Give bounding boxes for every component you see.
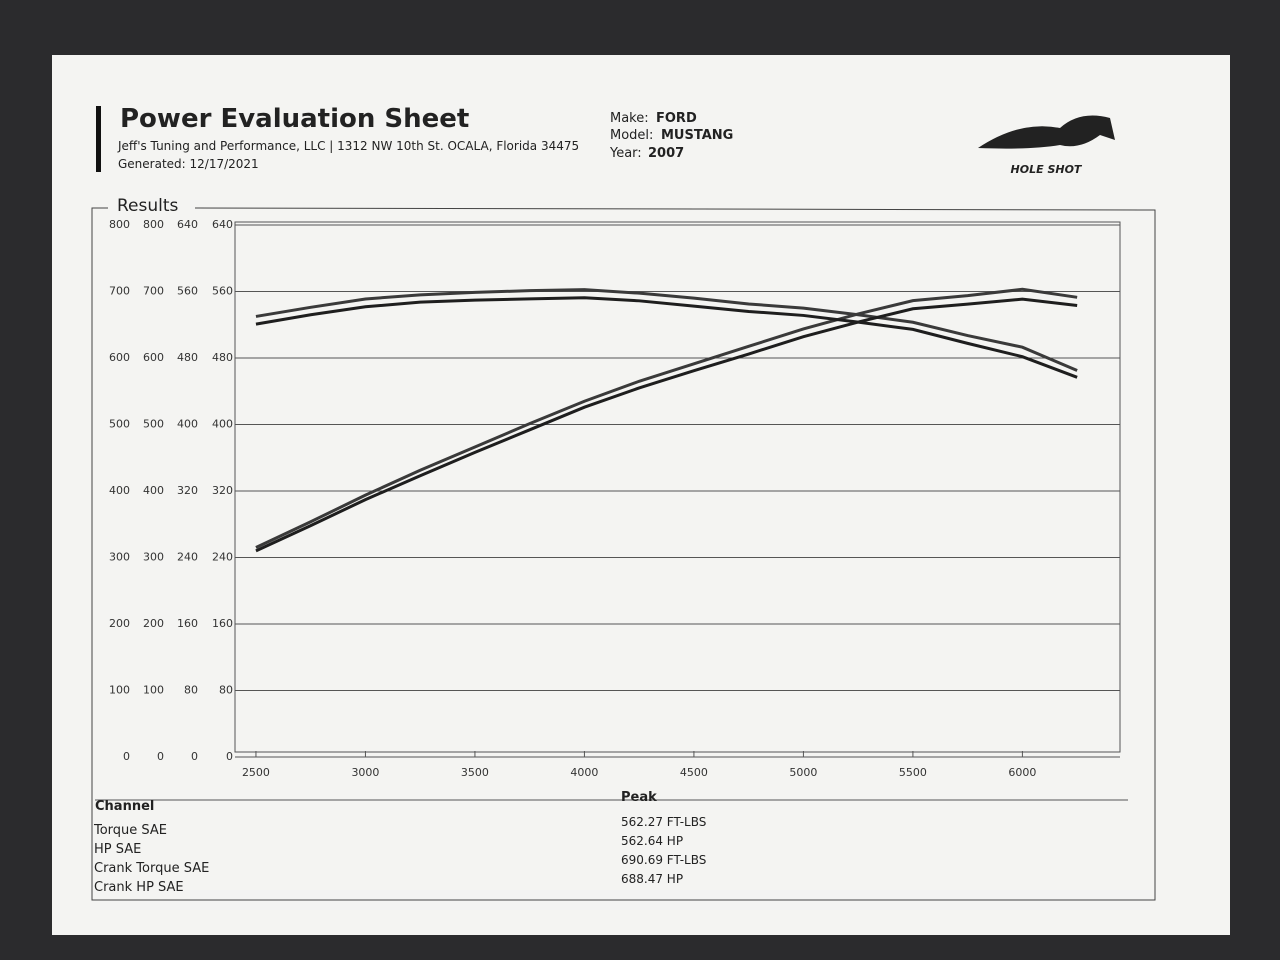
y-tick-label: 800 — [109, 218, 130, 231]
series-line — [255, 288, 1078, 372]
y-tick-label: 0 — [157, 750, 164, 763]
y-tick-label: 700 — [143, 285, 164, 298]
year: 2007 — [648, 146, 684, 161]
y2-tick-label: 400 — [212, 418, 233, 431]
y-tick-label: 300 — [143, 551, 164, 564]
y-tick-label: 500 — [143, 418, 164, 431]
model-label: Model: — [610, 128, 653, 143]
peak-value: 562.27 FT-LBS — [621, 815, 706, 829]
channel-name: HP SAE — [94, 842, 141, 857]
series-line — [255, 296, 1078, 379]
y2-tick-label: 480 — [177, 351, 198, 364]
peak-value: 562.64 HP — [621, 834, 683, 848]
x-tick-label: 6000 — [1008, 766, 1036, 779]
model: MUSTANG — [661, 128, 733, 143]
y2-tick-label: 480 — [212, 351, 233, 364]
channel-name: Crank Torque SAE — [94, 861, 209, 876]
y2-tick-label: 560 — [212, 285, 233, 298]
y2-tick-label: 320 — [177, 484, 198, 497]
y-tick-label: 400 — [143, 484, 164, 497]
generated: Generated: 12/17/2021 — [118, 157, 259, 171]
title-bar — [96, 106, 101, 172]
y-tick-label: 500 — [109, 418, 130, 431]
y-tick-label: 100 — [143, 684, 164, 697]
x-tick-label: 5500 — [899, 766, 927, 779]
series-line — [255, 297, 1078, 553]
x-tick-label: 2500 — [242, 766, 270, 779]
results-frame — [91, 207, 1156, 901]
y-tick-label: 700 — [109, 285, 130, 298]
y-tick-label: 600 — [143, 351, 164, 364]
y2-tick-label: 240 — [177, 551, 198, 564]
channel-name: Crank HP SAE — [94, 880, 184, 895]
y-tick-label: 300 — [109, 551, 130, 564]
y-tick-label: 400 — [109, 484, 130, 497]
y-tick-label: 600 — [109, 351, 130, 364]
peak-value: 688.47 HP — [621, 872, 683, 886]
y2-tick-label: 80 — [219, 684, 233, 697]
logo: HOLE SHOT — [1011, 163, 1083, 176]
y2-tick-label: 640 — [212, 218, 233, 231]
y-tick-label: 100 — [109, 684, 130, 697]
y2-tick-label: 0 — [226, 750, 233, 763]
table-header: Peak — [621, 790, 657, 805]
channel-name: Torque SAE — [93, 823, 167, 838]
make-label: Make: — [610, 111, 649, 126]
y2-tick-label: 400 — [177, 418, 198, 431]
title: Power Evaluation Sheet — [120, 104, 469, 134]
company: Jeff's Tuning and Performance, LLC | 131… — [117, 139, 579, 153]
x-tick-label: 4500 — [680, 766, 708, 779]
y2-tick-label: 640 — [177, 218, 198, 231]
table-header: Channel — [95, 799, 154, 814]
x-tick-label: 4000 — [570, 766, 598, 779]
y2-tick-label: 320 — [212, 484, 233, 497]
year-label: Year: — [609, 146, 642, 161]
peak-value: 690.69 FT-LBS — [621, 853, 706, 867]
x-tick-label: 5000 — [789, 766, 817, 779]
x-tick-label: 3000 — [351, 766, 379, 779]
y-tick-label: 0 — [123, 750, 130, 763]
plot-frame — [234, 221, 1121, 753]
y-tick-label: 800 — [143, 218, 164, 231]
series-line — [255, 287, 1078, 549]
y2-tick-label: 80 — [184, 684, 198, 697]
make: FORD — [656, 111, 697, 126]
logo-icon — [978, 115, 1115, 149]
y2-tick-label: 160 — [177, 617, 198, 630]
y2-tick-label: 240 — [212, 551, 233, 564]
y2-tick-label: 560 — [177, 285, 198, 298]
y2-tick-label: 0 — [191, 750, 198, 763]
y-tick-label: 200 — [143, 617, 164, 630]
paper — [52, 55, 1230, 935]
y2-tick-label: 160 — [212, 617, 233, 630]
x-tick-label: 3500 — [461, 766, 489, 779]
y-tick-label: 200 — [109, 617, 130, 630]
section: Results — [117, 196, 179, 216]
